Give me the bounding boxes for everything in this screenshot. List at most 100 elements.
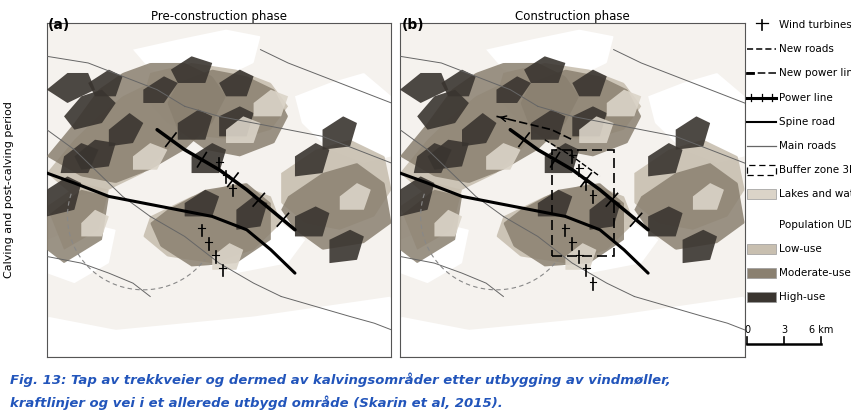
Polygon shape xyxy=(590,196,620,230)
Polygon shape xyxy=(295,143,329,176)
Polygon shape xyxy=(237,196,267,230)
Polygon shape xyxy=(144,183,281,263)
Polygon shape xyxy=(151,183,271,266)
Polygon shape xyxy=(168,70,288,156)
Text: Main roads: Main roads xyxy=(779,141,836,151)
Polygon shape xyxy=(400,223,469,283)
Polygon shape xyxy=(693,183,724,210)
Polygon shape xyxy=(143,76,178,103)
Polygon shape xyxy=(434,210,462,236)
Polygon shape xyxy=(565,243,597,270)
Polygon shape xyxy=(60,143,99,173)
Polygon shape xyxy=(47,223,116,283)
Polygon shape xyxy=(281,140,391,230)
Polygon shape xyxy=(47,176,81,216)
Polygon shape xyxy=(47,183,109,249)
Polygon shape xyxy=(220,106,254,136)
Polygon shape xyxy=(496,63,641,140)
Polygon shape xyxy=(400,80,555,196)
Text: Lakes and water: Lakes and water xyxy=(779,189,851,199)
Polygon shape xyxy=(400,183,462,249)
Text: Calving and post-calving period: Calving and post-calving period xyxy=(3,101,14,278)
Polygon shape xyxy=(634,163,745,250)
Polygon shape xyxy=(442,70,476,96)
Text: Moderate-use: Moderate-use xyxy=(779,268,850,278)
Polygon shape xyxy=(295,73,391,163)
Polygon shape xyxy=(74,140,116,170)
Polygon shape xyxy=(64,90,116,130)
Polygon shape xyxy=(226,116,260,143)
Text: Population UD: Population UD xyxy=(779,220,851,230)
Polygon shape xyxy=(329,230,363,263)
Text: Fig. 13: Tap av trekkveier og dermed av kalvingsområder etter utbygging av vindm: Fig. 13: Tap av trekkveier og dermed av … xyxy=(10,372,671,387)
Polygon shape xyxy=(634,140,745,230)
Polygon shape xyxy=(323,116,357,150)
Text: Spine road: Spine road xyxy=(779,117,835,127)
Polygon shape xyxy=(648,206,683,236)
Polygon shape xyxy=(572,70,607,96)
Polygon shape xyxy=(531,110,565,140)
Polygon shape xyxy=(524,56,565,83)
Polygon shape xyxy=(496,76,531,103)
Polygon shape xyxy=(545,143,580,173)
Text: Wind turbines: Wind turbines xyxy=(779,20,851,30)
Polygon shape xyxy=(47,190,109,263)
Polygon shape xyxy=(572,106,607,136)
Polygon shape xyxy=(254,90,288,116)
Polygon shape xyxy=(47,80,202,196)
Polygon shape xyxy=(400,73,448,103)
Text: 3: 3 xyxy=(781,325,787,335)
Polygon shape xyxy=(185,216,306,273)
Polygon shape xyxy=(133,143,168,170)
Polygon shape xyxy=(427,140,469,170)
Text: (b): (b) xyxy=(402,18,425,32)
Polygon shape xyxy=(648,143,683,176)
Polygon shape xyxy=(281,163,391,250)
Text: 0: 0 xyxy=(744,325,751,335)
Polygon shape xyxy=(400,176,434,216)
Text: High-use: High-use xyxy=(779,292,825,302)
Text: 6 km: 6 km xyxy=(809,325,833,335)
Polygon shape xyxy=(400,190,462,263)
Polygon shape xyxy=(89,70,123,96)
Text: Buffer zone 3km: Buffer zone 3km xyxy=(779,165,851,175)
Polygon shape xyxy=(486,143,521,170)
Polygon shape xyxy=(683,230,717,263)
Text: (a): (a) xyxy=(48,18,70,32)
Text: New power line: New power line xyxy=(779,68,851,78)
Polygon shape xyxy=(607,90,641,116)
Polygon shape xyxy=(133,30,260,80)
Text: Power line: Power line xyxy=(779,93,832,103)
Polygon shape xyxy=(521,70,641,156)
Polygon shape xyxy=(504,183,624,266)
Polygon shape xyxy=(676,116,710,150)
Polygon shape xyxy=(295,206,329,236)
Bar xyxy=(551,150,614,256)
Polygon shape xyxy=(143,63,288,140)
Polygon shape xyxy=(212,243,243,270)
Polygon shape xyxy=(400,297,745,357)
Polygon shape xyxy=(648,73,745,163)
Polygon shape xyxy=(178,110,212,140)
Text: Low-use: Low-use xyxy=(779,244,821,254)
Title: Pre-construction phase: Pre-construction phase xyxy=(151,10,287,23)
Polygon shape xyxy=(414,143,452,173)
Title: Construction phase: Construction phase xyxy=(515,10,630,23)
Polygon shape xyxy=(580,116,614,143)
Polygon shape xyxy=(400,63,579,183)
Polygon shape xyxy=(191,143,226,173)
Polygon shape xyxy=(185,190,219,216)
Polygon shape xyxy=(538,190,572,216)
Polygon shape xyxy=(417,90,469,130)
Polygon shape xyxy=(497,183,634,263)
Polygon shape xyxy=(340,183,371,210)
Polygon shape xyxy=(171,56,212,83)
Text: New roads: New roads xyxy=(779,44,833,54)
Polygon shape xyxy=(109,113,143,146)
Polygon shape xyxy=(82,210,109,236)
Polygon shape xyxy=(47,63,226,183)
Polygon shape xyxy=(462,113,496,146)
Text: kraftlinjer og vei i et allerede utbygd område (Skarin et al, 2015).: kraftlinjer og vei i et allerede utbygd … xyxy=(10,395,503,410)
Polygon shape xyxy=(538,216,659,273)
Polygon shape xyxy=(47,73,95,103)
